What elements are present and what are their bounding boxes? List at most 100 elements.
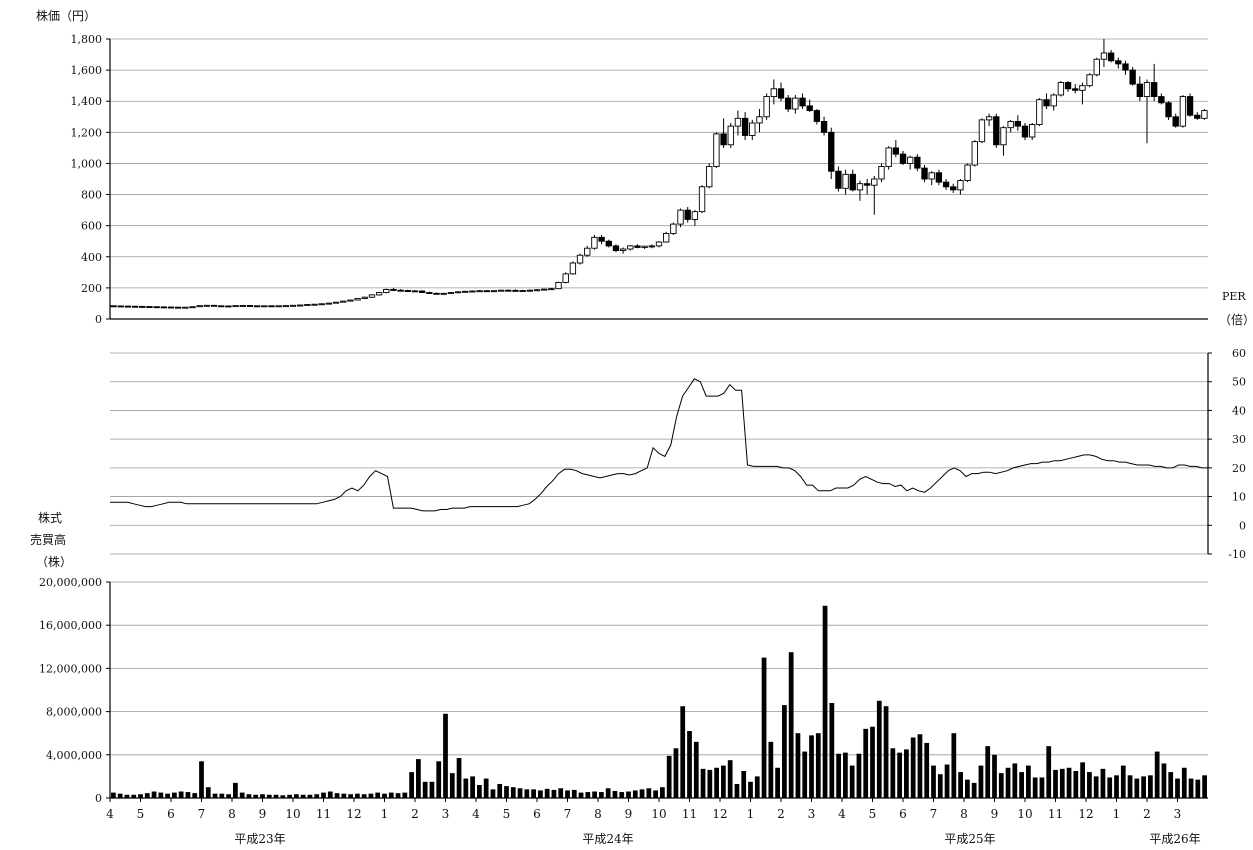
volume-bar: [660, 787, 665, 798]
candle-body: [1014, 120, 1022, 127]
candle-body: [684, 209, 691, 220]
volume-bar: [687, 731, 692, 798]
volume-tick-label: 20,000,000: [39, 576, 102, 589]
volume-bar: [1080, 762, 1085, 798]
month-label: 3: [808, 807, 816, 821]
month-label: 4: [106, 807, 114, 821]
candle-body: [1158, 96, 1165, 104]
candle-body: [706, 166, 713, 188]
candle-body: [842, 173, 849, 189]
month-label: 12: [346, 807, 361, 821]
candle-body: [935, 172, 943, 183]
candle-body: [584, 247, 591, 256]
candle-body: [490, 290, 498, 293]
candle-body: [1007, 120, 1014, 129]
per-tick-label: 10: [1232, 491, 1246, 504]
volume-bar: [998, 773, 1004, 798]
volume-bar: [165, 793, 170, 798]
candle-body: [576, 254, 584, 264]
volume-bar: [619, 792, 625, 798]
volume-bar: [727, 760, 733, 798]
candle-body: [1100, 52, 1108, 60]
candle-body: [139, 305, 146, 308]
volume-bar: [361, 794, 367, 798]
candle-body: [691, 211, 699, 220]
volume-bar: [1100, 768, 1106, 798]
volume-bar: [443, 713, 448, 798]
candle-body: [820, 120, 828, 133]
candle-body: [426, 292, 433, 295]
month-label: 5: [503, 807, 511, 821]
per-axis-title-line2: （倍）: [1219, 312, 1253, 327]
month-label: 5: [137, 807, 145, 821]
volume-bar: [782, 705, 787, 798]
volume-bar: [944, 764, 950, 798]
volume-bar: [721, 765, 726, 798]
volume-bar: [158, 792, 164, 798]
candle-body: [397, 289, 404, 292]
price-tick-label: 400: [81, 251, 102, 264]
volume-bar: [280, 795, 286, 798]
volume-panel: 0 4,000,000 8,000,000 12,000,000 16,000,000 2…: [39, 576, 1208, 805]
volume-bar: [436, 761, 442, 798]
candle-body: [605, 240, 612, 247]
candle-body: [648, 245, 656, 248]
volume-bar: [741, 771, 747, 798]
volume-bar: [111, 792, 116, 798]
volume-bar: [951, 733, 957, 798]
candle-body: [390, 288, 397, 291]
candle-body: [770, 88, 778, 98]
volume-bar: [470, 776, 475, 798]
volume-bar: [321, 792, 326, 798]
candle-body: [1150, 82, 1158, 98]
volume-bar: [992, 754, 997, 798]
candle-body: [512, 289, 519, 292]
volume-bar: [314, 794, 320, 798]
candle-body: [447, 292, 455, 295]
month-label: 3: [1174, 807, 1182, 821]
volume-bar: [192, 793, 198, 798]
candle-body: [612, 245, 620, 252]
candle-body: [311, 303, 318, 306]
volume-bar: [1168, 772, 1174, 798]
volume-bar: [497, 783, 503, 798]
volume-bar: [273, 794, 279, 798]
volume-bar: [1107, 777, 1113, 798]
candle-body: [784, 97, 792, 110]
volume-bar: [1195, 779, 1201, 798]
volume-bar: [883, 706, 889, 798]
volume-bar: [178, 791, 184, 798]
candle-body: [1143, 82, 1151, 98]
candle-body: [526, 289, 534, 292]
volume-bar: [409, 772, 414, 798]
volume-bar: [612, 790, 618, 798]
volume-bar: [585, 792, 591, 798]
x-axis: 4 5 6 7 8 9 10 11 12 1 2 3 4 5 6 7 8 9 10 11 12 1 2 3 4 5 6 7 8 9 10 11…: [106, 798, 1201, 846]
candle-body: [555, 281, 562, 290]
volume-bar: [1059, 768, 1065, 798]
candle-body: [1050, 94, 1057, 107]
candle-body: [1021, 125, 1029, 138]
volume-bar: [287, 794, 292, 798]
volume-bar: [463, 778, 469, 798]
candle-body: [519, 290, 526, 292]
candle-body: [1201, 110, 1208, 119]
volume-bar: [646, 788, 652, 798]
volume-bar: [836, 753, 841, 798]
volume-bar: [456, 758, 462, 798]
volume-bar: [300, 794, 306, 798]
volume-bar: [897, 752, 902, 798]
candle-body: [777, 88, 785, 99]
volume-bar: [212, 793, 218, 798]
candle-body: [569, 262, 577, 275]
price-tick-label: 1,000: [71, 157, 103, 170]
candle-body: [1136, 83, 1144, 98]
candle-body: [993, 116, 1000, 146]
volume-bar: [666, 755, 672, 798]
month-label: 11: [682, 807, 697, 821]
month-label: 5: [869, 807, 877, 821]
candle-body: [383, 288, 390, 294]
candle-body: [591, 236, 598, 249]
candle-body: [914, 156, 921, 169]
month-label: 11: [316, 807, 331, 821]
